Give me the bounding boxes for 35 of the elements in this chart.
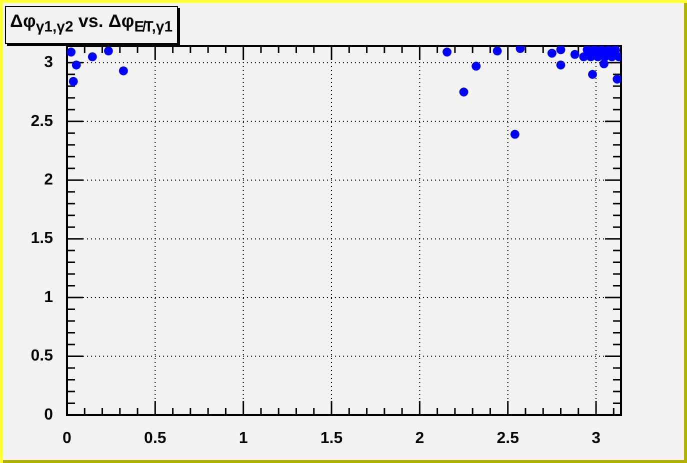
point [547,48,556,58]
point [610,46,620,54]
y-tick-label: 0 [44,406,54,424]
point [104,46,113,56]
y-tick-label: 2 [44,171,54,188]
y-tick-label: 0.5 [30,348,54,365]
point [472,62,481,71]
point [582,46,592,54]
point [459,87,468,96]
point [68,76,78,86]
x-tick-label: 2 [415,430,424,448]
chart-title: Δφ$_{γ1,γ2}$ vs. Δφ$_{E̸T,γ1}$ [5,6,178,44]
point [556,46,566,54]
x-tick-label: 3 [592,430,601,448]
point [67,48,76,57]
x-tick-label: 0 [62,430,72,448]
point [510,130,520,139]
point [88,52,97,62]
point [612,74,621,84]
x-tick-label: 1 [238,430,248,448]
y-tick-label: 1.5 [30,230,54,248]
point [516,46,525,54]
point [442,48,452,57]
x-tick-label: 1.5 [320,430,343,448]
y-tick-label: 2.5 [30,112,54,130]
point [118,66,128,76]
point [588,70,598,79]
point [556,60,566,70]
x-tick-label: 2.5 [496,430,520,448]
point [570,50,580,59]
point [492,46,502,56]
x-tick-label: 0.5 [144,430,166,448]
y-tick-label: 1 [44,288,54,306]
y-tick-label: 3 [44,54,54,72]
point [72,60,81,70]
